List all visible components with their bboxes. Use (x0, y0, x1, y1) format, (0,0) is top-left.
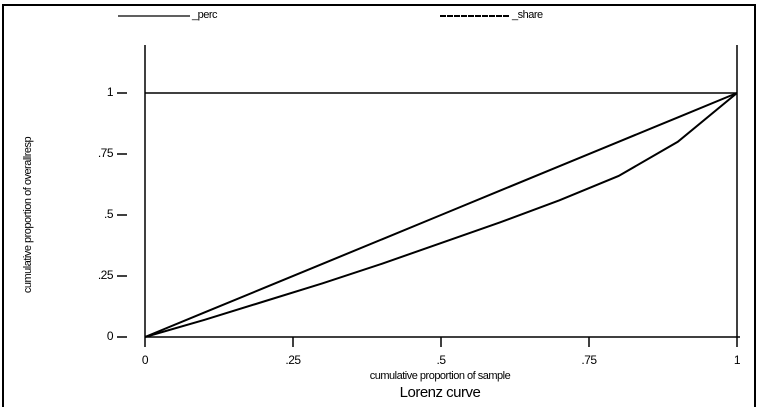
x-tick-label: 1 (734, 353, 741, 367)
x-tick-label: .75 (581, 353, 597, 367)
legend-label: _perc (191, 9, 218, 21)
frame (3, 5, 755, 407)
x-tick-label: 0 (142, 353, 149, 367)
chart: Lorenz curve cumulative proportion of sa… (0, 0, 760, 407)
y-tick-label: 0 (107, 329, 114, 343)
series-line (145, 93, 737, 337)
x-tick-label: .5 (436, 353, 446, 367)
y-tick-label: 1 (107, 85, 114, 99)
y-tick-label: .5 (104, 207, 114, 221)
page: {"chart_data": {"type": "line", "title":… (0, 0, 760, 407)
y-axis-label: cumulative proportion of overallresp (22, 136, 34, 293)
x-tick-label: .25 (285, 353, 301, 367)
y-tick-label: .25 (98, 268, 114, 282)
x-axis-label: cumulative proportion of sample (370, 370, 511, 382)
legend-label: _share (511, 9, 543, 21)
chart-title: Lorenz curve (400, 384, 481, 401)
y-tick-label: .75 (98, 146, 114, 160)
